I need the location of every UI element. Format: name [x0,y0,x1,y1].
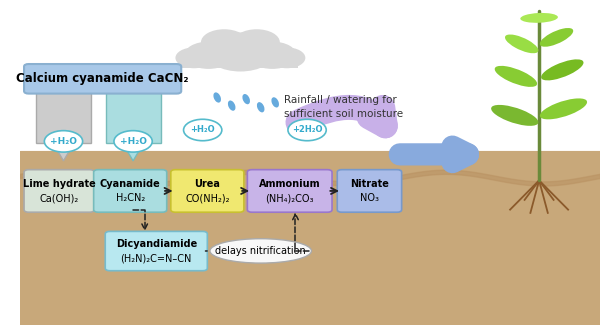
Ellipse shape [520,13,558,23]
Circle shape [288,119,326,141]
Ellipse shape [228,100,235,111]
Text: Ammonium: Ammonium [259,179,320,189]
Bar [182,50,298,68]
Text: Dicyandiamide: Dicyandiamide [116,239,197,249]
Ellipse shape [505,34,538,53]
Text: Nitrate: Nitrate [350,179,389,189]
Bar [20,0,600,177]
Polygon shape [36,72,91,143]
Text: Cyanamide: Cyanamide [100,179,161,189]
Text: Lime hydrate: Lime hydrate [23,179,95,189]
Circle shape [233,29,280,55]
Ellipse shape [494,66,537,87]
FancyBboxPatch shape [94,170,167,212]
Ellipse shape [491,105,538,126]
Text: Urea: Urea [194,179,220,189]
FancyBboxPatch shape [337,170,401,212]
Text: +H₂O: +H₂O [50,137,77,146]
Text: CO(NH₂)₂: CO(NH₂)₂ [185,193,230,203]
Ellipse shape [271,97,279,108]
Circle shape [206,32,275,72]
Text: (NH₄)₂CO₃: (NH₄)₂CO₃ [265,193,314,203]
Bar [20,161,600,325]
Ellipse shape [540,98,587,119]
Circle shape [175,47,212,68]
Circle shape [44,131,83,152]
Ellipse shape [214,92,221,103]
Circle shape [114,131,152,152]
Polygon shape [106,72,161,143]
FancyBboxPatch shape [247,170,332,212]
Text: NO₃: NO₃ [360,193,379,203]
FancyBboxPatch shape [171,170,244,212]
Text: Calcium cyanamide CaCN₂: Calcium cyanamide CaCN₂ [16,72,189,85]
Ellipse shape [257,102,265,112]
Circle shape [184,119,222,141]
Text: (H₂N)₂C=N–CN: (H₂N)₂C=N–CN [121,253,192,263]
Text: +2H₂O: +2H₂O [292,125,322,135]
Text: +H₂O: +H₂O [190,125,215,135]
FancyBboxPatch shape [24,64,181,94]
Circle shape [268,47,305,68]
Ellipse shape [540,28,573,47]
Text: +H₂O: +H₂O [119,137,146,146]
Text: Ca(OH)₂: Ca(OH)₂ [40,193,79,203]
Polygon shape [122,143,143,161]
Text: Rainfall / watering for
sufficient soil moisture: Rainfall / watering for sufficient soil … [284,95,403,119]
Circle shape [248,42,296,69]
Ellipse shape [242,94,250,104]
Circle shape [184,42,233,69]
FancyBboxPatch shape [24,170,94,212]
Circle shape [201,29,247,55]
Text: H₂CN₂: H₂CN₂ [116,193,145,203]
Polygon shape [53,143,74,161]
FancyBboxPatch shape [105,231,208,271]
Ellipse shape [541,59,584,80]
Ellipse shape [210,239,311,263]
Text: delays nitrification: delays nitrification [215,246,306,256]
